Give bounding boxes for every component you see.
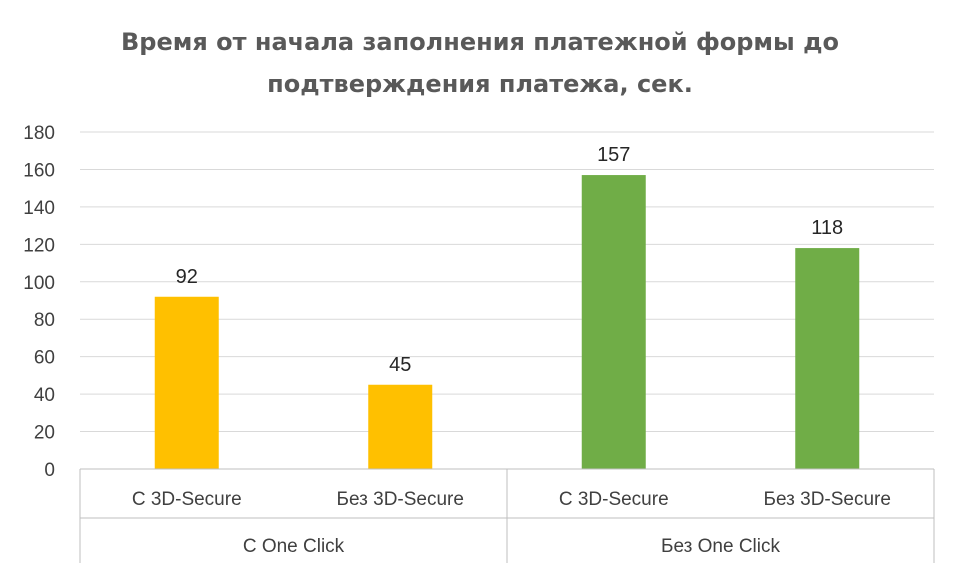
chart-title-line-1: Время от начала заполнения платежной фор… [121,28,839,56]
y-tick-label: 0 [44,460,55,481]
category-label-2: Без 3D-Secure [337,489,464,510]
data-label-1: 92 [176,266,198,288]
group-label-1: C One Click [243,536,345,557]
category-label-3: С 3D-Secure [559,489,669,510]
y-tick-label: 180 [23,123,55,144]
y-axis-tick-labels: 0 20 40 60 80 100 120 140 160 180 [23,123,55,481]
chart-title-line-2: подтверждения платежа, сек. [267,70,693,98]
bar-3 [581,175,646,470]
chart-title: Время от начала заполнения платежной фор… [121,28,839,98]
bar-1 [154,296,219,469]
y-tick-label: 160 [23,160,55,181]
bars [154,175,860,470]
gridlines [80,131,934,433]
x-axis: C One Click Без One Click С 3D-Secure Без 3… [79,468,935,563]
y-tick-label: 40 [34,385,55,406]
bar-4 [795,248,860,469]
data-label-3: 157 [597,144,630,166]
y-tick-label: 60 [34,348,55,369]
data-labels: 92 45 157 118 [176,144,844,376]
category-label-1: С 3D-Secure [132,489,242,510]
data-label-4: 118 [811,217,843,239]
y-tick-label: 100 [23,273,55,294]
y-tick-label: 80 [34,310,55,331]
y-tick-label: 120 [23,235,55,256]
bar-2 [368,384,433,469]
category-label-4: Без 3D-Secure [764,489,891,510]
y-tick-label: 140 [23,198,55,219]
y-tick-label: 20 [34,423,55,444]
group-label-2: Без One Click [661,536,780,557]
data-label-2: 45 [389,354,411,376]
